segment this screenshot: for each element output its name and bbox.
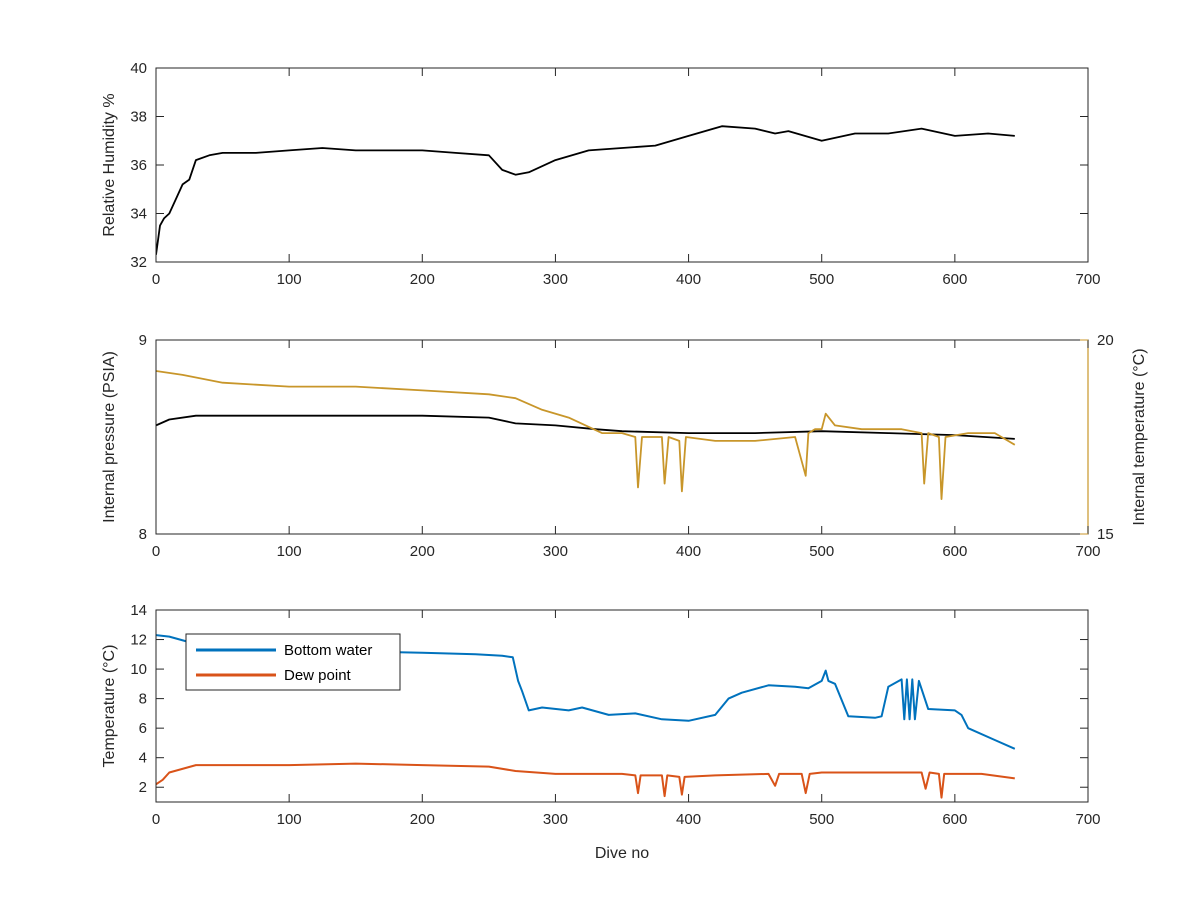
y-tick-label: 12	[130, 632, 147, 649]
series-line-dew-point	[156, 762, 1015, 799]
series-line-right-axis	[156, 370, 1016, 501]
y-tick-label: 10	[130, 661, 147, 678]
legend-label: Dew point	[284, 667, 352, 684]
y-tick-label: 8	[139, 526, 147, 543]
x-tick-label: 200	[410, 811, 435, 828]
y-right-axis-label: Internal temperature (°C)	[1131, 348, 1148, 525]
x-tick-label: 300	[543, 543, 568, 560]
x-tick-label: 600	[942, 543, 967, 560]
series-line-bottom-water	[156, 634, 1016, 750]
x-tick-label: 200	[410, 543, 435, 560]
x-tick-label: 100	[277, 811, 302, 828]
x-tick-label: 0	[152, 271, 160, 288]
series-line-left-axis	[156, 414, 1015, 440]
y-axis-label: Temperature (°C)	[101, 645, 118, 768]
plot-frame	[155, 67, 1089, 263]
x-tick-label: 400	[676, 271, 701, 288]
panel-3: 0 100 200 300 400 500 600 700 2 4 6 8 10 12 14 Temperat…	[101, 602, 1101, 862]
y-tick-label: 8	[139, 691, 147, 708]
x-tick-label: 300	[543, 811, 568, 828]
y-tick-label: 9	[139, 332, 147, 349]
y-axis-label: Internal pressure (PSIA)	[101, 351, 118, 523]
plot-frame	[155, 609, 1089, 803]
x-axis-label: Dive no	[595, 845, 649, 862]
x-tick-label: 400	[676, 543, 701, 560]
x-tick-label: 200	[410, 271, 435, 288]
legend: Bottom water Dew point	[185, 633, 401, 691]
x-tick-label: 700	[1075, 811, 1100, 828]
x-tick-label: 600	[942, 271, 967, 288]
y-tick-label: 6	[139, 720, 147, 737]
y-tick-label: 14	[130, 602, 147, 619]
x-tick-label: 400	[676, 811, 701, 828]
y-tick-label: 40	[130, 60, 147, 77]
series-line-left-axis	[156, 125, 1015, 255]
y-tick-label: 32	[130, 254, 147, 271]
y-tick-label: 38	[130, 109, 147, 126]
y-tick-label: 4	[139, 750, 147, 767]
x-tick-label: 500	[809, 811, 834, 828]
x-tick-label: 700	[1075, 271, 1100, 288]
x-tick-label: 500	[809, 543, 834, 560]
panel-2: 0 100 200 300 400 500 600 700 8 9 15 20 Internal pre…	[101, 332, 1148, 560]
y-right-tick-label: 15	[1097, 526, 1114, 543]
y-tick-label: 34	[130, 206, 147, 223]
y-tick-label: 36	[130, 157, 147, 174]
x-tick-label: 700	[1075, 543, 1100, 560]
panel-1: 0 100 200 300 400 500 600 700 32 34 36 38 40 Relative…	[101, 60, 1101, 288]
y-right-tick-label: 20	[1097, 332, 1114, 349]
y-tick-label: 2	[139, 779, 147, 796]
legend-label: Bottom water	[284, 642, 372, 659]
x-tick-label: 300	[543, 271, 568, 288]
x-tick-label: 600	[942, 811, 967, 828]
y-axis-label: Relative Humidity %	[101, 93, 118, 236]
legend-box	[185, 633, 401, 691]
x-tick-label: 100	[277, 271, 302, 288]
x-tick-label: 100	[277, 543, 302, 560]
x-tick-label: 500	[809, 271, 834, 288]
x-tick-label: 0	[152, 543, 160, 560]
x-tick-label: 0	[152, 811, 160, 828]
